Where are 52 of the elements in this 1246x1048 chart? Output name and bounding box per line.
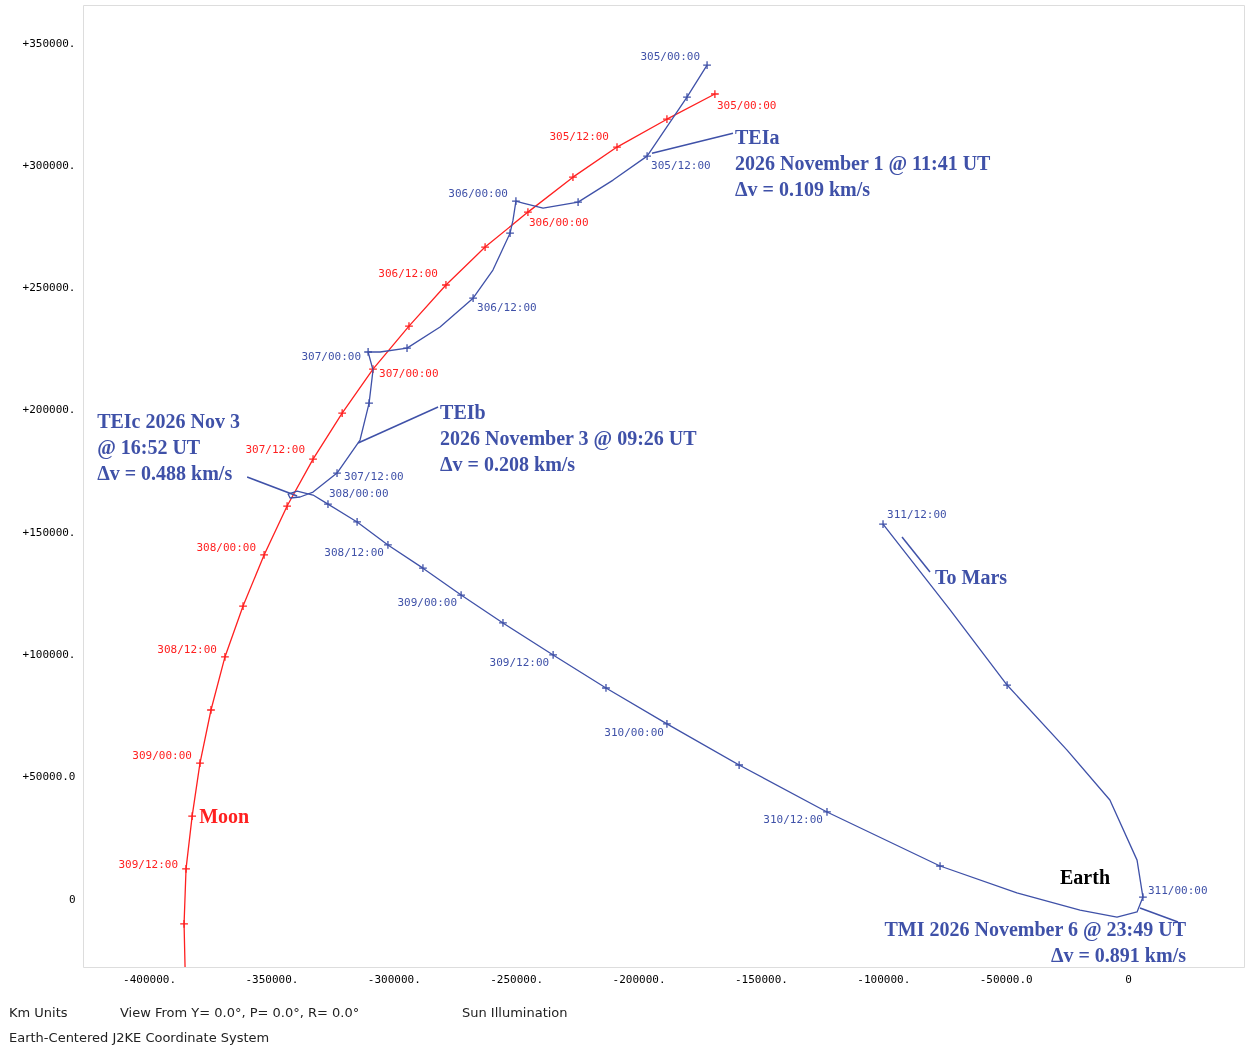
- x-tick-label: -350000.: [245, 972, 299, 986]
- data-label: 309/12:00: [118, 857, 179, 871]
- x-tick-label: -50000.0: [979, 972, 1033, 986]
- text: Sun Illumination: [462, 1005, 568, 1020]
- data-label: 306/00:00: [448, 187, 508, 201]
- y-tick-label: +200000.: [22, 403, 76, 417]
- annotation: TEIa 2026 November 1 @ 11:41 UT Δv = 0.109 km/s: [735, 126, 992, 201]
- x-tick-label: -100000.: [857, 972, 911, 986]
- data-label: 308/12:00: [157, 642, 217, 656]
- data-label: 307/00:00: [301, 349, 362, 363]
- annotation: TEIb 2026 November 3 @ 09:26 UT Δv = 0.208 km/s: [440, 400, 698, 475]
- text: View From Y= 0.0°, P= 0.0°, R= 0.0°: [120, 1005, 360, 1020]
- data-label: 306/00:00: [528, 216, 589, 230]
- data-label: 311/00:00: [1147, 884, 1208, 898]
- data-label: 309/12:00: [489, 655, 550, 669]
- data-label: 307/00:00: [379, 367, 439, 381]
- annotation: TMI 2026 November 6 @ 23:49 UT Δv = 0.891 km/s: [884, 918, 1187, 967]
- data-label: 305/12:00: [549, 130, 609, 144]
- data-label: 308/00:00: [328, 487, 389, 501]
- data-label: 305/00:00: [716, 99, 777, 113]
- data-label: 308/12:00: [324, 545, 384, 559]
- x-tick-label: 0: [1125, 972, 1132, 986]
- annotation: Moon: [199, 805, 250, 828]
- x-tick-label: -300000.: [367, 972, 421, 986]
- y-tick-label: +300000.: [22, 158, 76, 172]
- y-tick-label: +100000.: [22, 647, 76, 661]
- data-label: 309/00:00: [132, 749, 192, 763]
- annotation: TEIc 2026 Nov 3 @ 16:52 UT Δv = 0.488 km/s: [97, 410, 240, 485]
- annotation: To Mars: [935, 566, 1008, 588]
- data-label: 310/00:00: [604, 725, 664, 739]
- data-label: 305/12:00: [651, 159, 711, 173]
- data-label: 306/12:00: [378, 266, 438, 280]
- data-label: 305/00:00: [640, 50, 701, 64]
- y-tick-label: +150000.: [22, 525, 76, 539]
- y-tick-label: 0: [68, 892, 76, 906]
- text: Earth-Centered J2KE Coordinate System: [9, 1030, 270, 1045]
- y-tick-label: +350000.: [22, 36, 76, 50]
- y-tick-label: +250000.: [22, 281, 76, 295]
- data-label: 310/12:00: [763, 812, 823, 826]
- data-label: 307/12:00: [344, 470, 404, 484]
- x-tick-label: -250000.: [490, 972, 544, 986]
- data-label: 306/12:00: [477, 301, 537, 315]
- text: Km Units: [9, 1005, 68, 1020]
- y-tick-label: +50000.0: [22, 770, 76, 784]
- data-label: 309/00:00: [397, 596, 458, 610]
- x-tick-label: -400000.: [123, 972, 177, 986]
- data-label: 307/12:00: [245, 443, 306, 457]
- x-tick-label: -200000.: [612, 972, 666, 986]
- x-tick-label: -150000.: [734, 972, 788, 986]
- annotation: Earth: [1060, 866, 1110, 888]
- data-label: 308/00:00: [196, 540, 257, 554]
- data-label: 311/12:00: [887, 508, 947, 522]
